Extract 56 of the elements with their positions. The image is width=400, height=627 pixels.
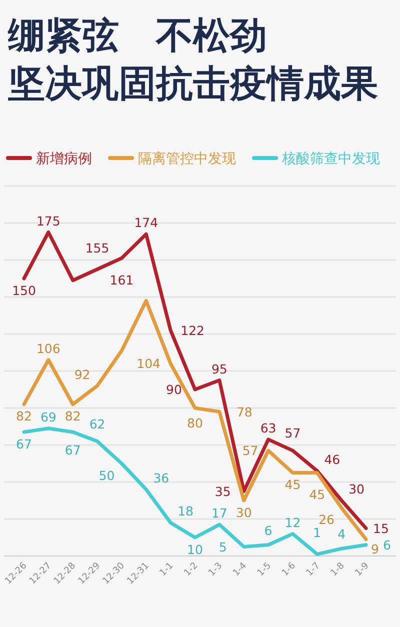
- data-label: 80: [187, 415, 203, 430]
- data-label: 50: [98, 468, 115, 483]
- chart-subtitle: 坚决巩固抗击疫情成果: [7, 62, 378, 105]
- data-label: 26: [318, 512, 335, 528]
- data-label: 69: [40, 409, 56, 424]
- x-tick-label: 1-5: [256, 561, 274, 579]
- data-label: 18: [178, 504, 194, 519]
- data-label: 45: [309, 487, 326, 502]
- x-tick-label: 1-9: [354, 560, 372, 579]
- data-label: 1: [313, 525, 322, 540]
- data-label: 35: [214, 484, 231, 499]
- x-tick-label: 1-8: [329, 560, 347, 579]
- data-label: 82: [16, 408, 32, 424]
- data-label: 57: [242, 443, 258, 458]
- x-tick-label: 1-7: [304, 561, 322, 579]
- x-tick-label: 1-4: [232, 560, 250, 579]
- data-label: 92: [74, 366, 90, 382]
- data-label: 5: [218, 539, 227, 554]
- data-label: 36: [153, 470, 170, 486]
- data-label: 10: [187, 542, 203, 557]
- data-label: 161: [110, 272, 134, 288]
- data-label: 17: [211, 506, 228, 521]
- data-label: 63: [260, 420, 276, 436]
- data-label: 30: [348, 482, 365, 496]
- data-label: 90: [166, 382, 182, 398]
- data-label: 106: [36, 340, 60, 356]
- data-label: 45: [284, 477, 301, 492]
- data-label: 67: [16, 436, 32, 452]
- data-label: 104: [136, 356, 161, 372]
- chart-title: 绷紧弦 不松劲: [7, 14, 267, 57]
- data-label: 82: [64, 408, 81, 424]
- data-label: 6: [383, 538, 392, 553]
- data-label: 6: [264, 522, 272, 538]
- data-label: 122: [180, 322, 204, 338]
- data-label: 95: [211, 361, 228, 376]
- data-label: 174: [134, 215, 158, 230]
- legend-label: 核酸筛查中发现: [281, 151, 380, 167]
- data-label: 62: [89, 416, 106, 432]
- data-label: 175: [36, 213, 60, 228]
- data-label: 57: [284, 426, 301, 441]
- x-tick-label: 1-2: [182, 561, 200, 579]
- x-tick-label: 1-1: [158, 561, 176, 579]
- data-label: 4: [338, 526, 346, 542]
- data-label: 155: [85, 240, 110, 256]
- x-tick-label: 1-3: [207, 561, 225, 579]
- legend-label: 新增病例: [36, 151, 92, 167]
- x-tick-label: 1-6: [280, 560, 298, 579]
- data-label: 30: [236, 504, 252, 520]
- legend-label: 隔离管控中发现: [138, 151, 236, 167]
- data-label: 12: [284, 514, 301, 530]
- data-label: 9: [371, 542, 380, 557]
- data-label: 15: [373, 520, 389, 536]
- data-label: 67: [64, 442, 81, 458]
- data-label: 46: [324, 452, 340, 467]
- data-label: 150: [12, 282, 36, 298]
- data-label: 78: [236, 404, 252, 420]
